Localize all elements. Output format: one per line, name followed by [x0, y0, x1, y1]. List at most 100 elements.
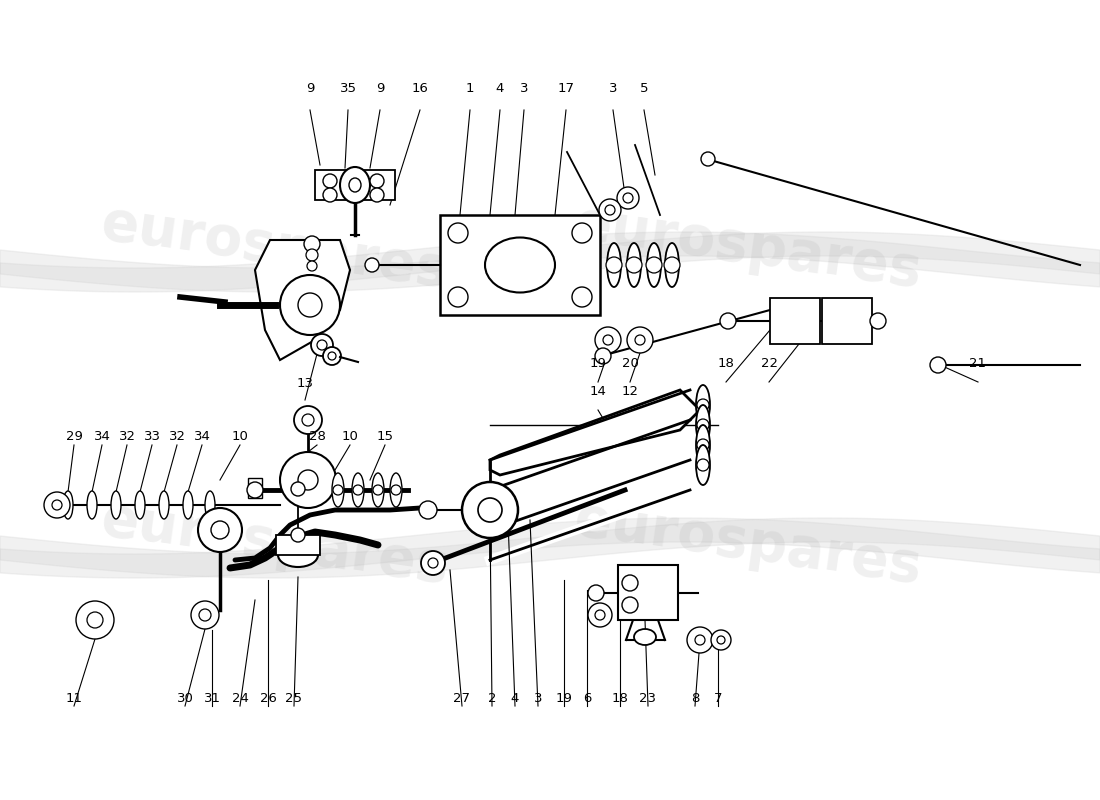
- Text: 15: 15: [376, 430, 394, 443]
- Text: 30: 30: [177, 692, 194, 705]
- Circle shape: [697, 399, 710, 411]
- Ellipse shape: [111, 491, 121, 519]
- Circle shape: [695, 635, 705, 645]
- Text: 13: 13: [297, 377, 313, 390]
- Circle shape: [621, 575, 638, 591]
- Circle shape: [199, 609, 211, 621]
- Circle shape: [606, 257, 621, 273]
- Text: 18: 18: [717, 357, 735, 370]
- Circle shape: [198, 508, 242, 552]
- Circle shape: [428, 558, 438, 568]
- Ellipse shape: [349, 178, 361, 192]
- Ellipse shape: [135, 491, 145, 519]
- Circle shape: [333, 485, 343, 495]
- Circle shape: [448, 223, 468, 243]
- Polygon shape: [255, 240, 350, 360]
- Circle shape: [697, 459, 710, 471]
- Circle shape: [717, 636, 725, 644]
- Circle shape: [688, 627, 713, 653]
- Ellipse shape: [205, 491, 214, 519]
- Circle shape: [323, 174, 337, 188]
- Circle shape: [328, 352, 336, 360]
- Circle shape: [304, 236, 320, 252]
- Circle shape: [572, 223, 592, 243]
- Circle shape: [421, 551, 446, 575]
- Circle shape: [588, 603, 612, 627]
- Ellipse shape: [647, 243, 661, 287]
- Bar: [618, 565, 678, 620]
- Circle shape: [617, 187, 639, 209]
- Ellipse shape: [340, 167, 370, 203]
- Ellipse shape: [666, 243, 679, 287]
- Circle shape: [294, 406, 322, 434]
- Ellipse shape: [63, 491, 73, 519]
- Text: 6: 6: [583, 692, 591, 705]
- Circle shape: [720, 313, 736, 329]
- Text: 19: 19: [590, 357, 606, 370]
- Circle shape: [280, 452, 336, 508]
- Text: 24: 24: [232, 692, 249, 705]
- Circle shape: [311, 334, 333, 356]
- Circle shape: [317, 340, 327, 350]
- Circle shape: [448, 287, 468, 307]
- Ellipse shape: [332, 473, 344, 507]
- Circle shape: [664, 257, 680, 273]
- Text: eurospares: eurospares: [98, 493, 452, 595]
- Ellipse shape: [696, 405, 710, 445]
- Text: 33: 33: [143, 430, 161, 443]
- Circle shape: [419, 501, 437, 519]
- Ellipse shape: [160, 491, 169, 519]
- Circle shape: [605, 205, 615, 215]
- Text: 9: 9: [306, 82, 315, 95]
- Text: 9: 9: [376, 82, 384, 95]
- Polygon shape: [490, 425, 700, 545]
- Circle shape: [298, 470, 318, 490]
- Ellipse shape: [627, 243, 641, 287]
- Text: 11: 11: [66, 692, 82, 705]
- Circle shape: [600, 199, 621, 221]
- Text: 32: 32: [168, 430, 186, 443]
- Circle shape: [462, 482, 518, 538]
- Circle shape: [44, 492, 70, 518]
- Text: 3: 3: [534, 692, 542, 705]
- Circle shape: [595, 348, 610, 364]
- Circle shape: [627, 327, 653, 353]
- Circle shape: [701, 152, 715, 166]
- Circle shape: [248, 482, 263, 498]
- Text: 26: 26: [260, 692, 276, 705]
- Text: 31: 31: [204, 692, 220, 705]
- Bar: [770, 298, 820, 344]
- Text: 12: 12: [621, 385, 638, 398]
- Circle shape: [76, 601, 114, 639]
- Text: 2: 2: [487, 692, 496, 705]
- Text: 22: 22: [760, 357, 778, 370]
- Polygon shape: [490, 390, 700, 475]
- Ellipse shape: [87, 491, 97, 519]
- Circle shape: [373, 485, 383, 495]
- Ellipse shape: [696, 425, 710, 465]
- Circle shape: [323, 188, 337, 202]
- Circle shape: [635, 335, 645, 345]
- Text: 34: 34: [194, 430, 210, 443]
- Circle shape: [307, 261, 317, 271]
- Circle shape: [292, 482, 305, 496]
- Bar: [822, 298, 872, 344]
- Ellipse shape: [696, 385, 710, 425]
- Circle shape: [280, 275, 340, 335]
- Text: 18: 18: [612, 692, 628, 705]
- Text: 5: 5: [640, 82, 648, 95]
- Text: 16: 16: [411, 82, 428, 95]
- Circle shape: [697, 439, 710, 451]
- Circle shape: [298, 293, 322, 317]
- Text: 25: 25: [286, 692, 302, 705]
- Circle shape: [626, 257, 642, 273]
- Text: 14: 14: [590, 385, 606, 398]
- Circle shape: [588, 585, 604, 601]
- Text: 4: 4: [510, 692, 519, 705]
- Circle shape: [595, 327, 621, 353]
- Text: 3: 3: [608, 82, 617, 95]
- Circle shape: [870, 313, 886, 329]
- Bar: [248, 478, 262, 498]
- Text: eurospares: eurospares: [571, 493, 925, 595]
- Text: 20: 20: [621, 357, 638, 370]
